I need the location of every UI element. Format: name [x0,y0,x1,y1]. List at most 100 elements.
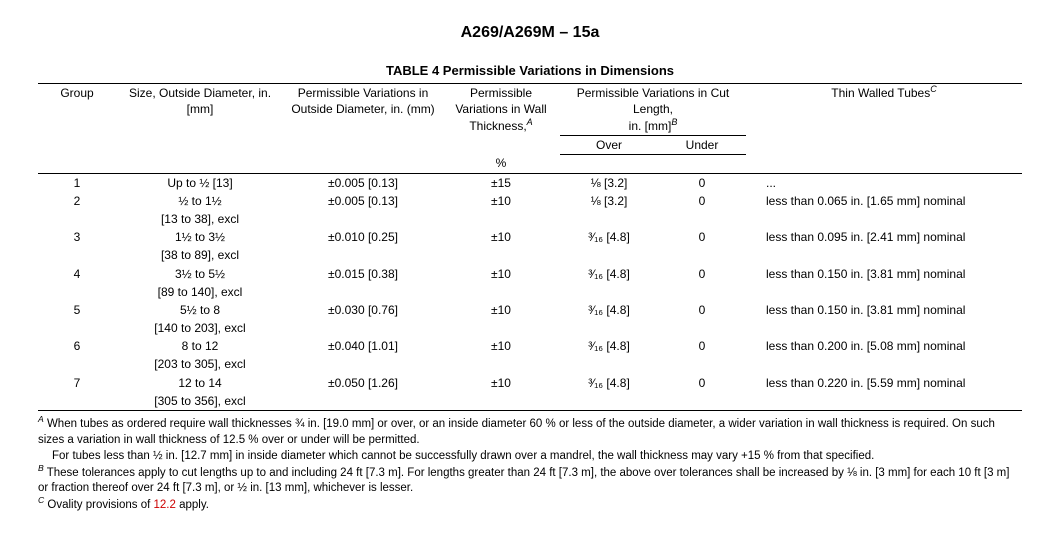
dimensions-table: Group Size, Outside Diameter, in. [mm] P… [38,83,1022,411]
col-header-cut-line2: Length, [633,102,673,116]
cell-over: ³⁄₁₆ [4.8] [560,374,658,392]
cell-empty [560,355,658,373]
cell-group: 6 [38,337,116,355]
cell-od: ±0.050 [1.26] [284,374,442,392]
document-title: A269/A269M – 15a [38,22,1022,44]
cell-over: ³⁄₁₆ [4.8] [560,337,658,355]
cell-empty [746,283,1022,301]
footnote-c: C Ovality provisions of 12.2 apply. [38,498,1022,514]
cell-empty [38,246,116,264]
footnote-b: B These tolerances apply to cut lengths … [38,466,1022,497]
cell-empty [746,319,1022,337]
cell-od: ±0.005 [0.13] [284,173,442,192]
col-header-thin-text: Thin Walled Tubes [831,86,930,100]
col-header-cut-sup: B [671,117,677,127]
cell-empty [658,355,746,373]
cell-size-main: 5½ to 8 [116,301,284,319]
cell-empty [746,355,1022,373]
table-body: 1Up to ½ [13]±0.005 [0.13]±15⅛ [3.2]0...… [38,173,1022,410]
cell-wall: ±10 [442,192,560,210]
cell-size-sub: [203 to 305], excl [116,355,284,373]
cell-empty [38,392,116,411]
col-header-wall-line1: Permissible Variations in Wall [455,86,546,116]
footnote-a: A When tubes as ordered require wall thi… [38,417,1022,448]
col-header-size: Size, Outside Diameter, in. [mm] [116,84,284,173]
col-header-cut-line1: Permissible Variations in Cut [577,86,730,100]
cell-empty [560,210,658,228]
cell-empty [442,392,560,411]
cell-under: 0 [658,337,746,355]
col-header-wall-unit: % [442,154,560,173]
cell-size-main: 1½ to 3½ [116,228,284,246]
cell-group: 7 [38,374,116,392]
cell-od: ±0.040 [1.01] [284,337,442,355]
cell-empty [560,283,658,301]
col-subheader-under: Under [658,135,746,154]
cell-empty [38,283,116,301]
cell-wall: ±15 [442,173,560,192]
cell-wall: ±10 [442,301,560,319]
table-row: 712 to 14±0.050 [1.26]±10³⁄₁₆ [4.8]0less… [38,374,1022,392]
cell-empty [284,210,442,228]
cell-empty [284,355,442,373]
cell-size-main: 12 to 14 [116,374,284,392]
cell-empty [442,319,560,337]
cell-empty [658,246,746,264]
col-header-wall: Permissible Variations in Wall Thickness… [442,84,560,155]
cell-over: ³⁄₁₆ [4.8] [560,265,658,283]
cell-empty [284,392,442,411]
cell-group: 1 [38,173,116,192]
cell-empty [38,319,116,337]
cell-size-sub: [89 to 140], excl [116,283,284,301]
cell-group: 3 [38,228,116,246]
cell-over: ⅛ [3.2] [560,192,658,210]
page: A269/A269M – 15a TABLE 4 Permissible Var… [0,0,1060,544]
cell-od: ±0.010 [0.25] [284,228,442,246]
table-row: 68 to 12±0.040 [1.01]±10³⁄₁₆ [4.8]0less … [38,337,1022,355]
footnote-b-text: These tolerances apply to cut lengths up… [38,467,1009,495]
table-row-sub: [13 to 38], excl [38,210,1022,228]
table-row: 55½ to 8±0.030 [0.76]±10³⁄₁₆ [4.8]0less … [38,301,1022,319]
cell-thin: less than 0.220 in. [5.59 mm] nominal [746,374,1022,392]
table-row-sub: [38 to 89], excl [38,246,1022,264]
col-header-cut-line3: in. [mm] [629,119,672,133]
cell-empty [284,283,442,301]
cell-od: ±0.015 [0.38] [284,265,442,283]
cell-empty [38,210,116,228]
table-row-sub: [305 to 356], excl [38,392,1022,411]
cell-group: 5 [38,301,116,319]
cell-wall: ±10 [442,374,560,392]
cell-size-main: 3½ to 5½ [116,265,284,283]
cell-empty [746,246,1022,264]
cell-under: 0 [658,265,746,283]
cell-empty [442,355,560,373]
cell-empty [658,210,746,228]
footnotes: A When tubes as ordered require wall thi… [38,417,1022,513]
cell-empty [560,392,658,411]
table-row: 31½ to 3½±0.010 [0.25]±10³⁄₁₆ [4.8]0less… [38,228,1022,246]
table-row-sub: [89 to 140], excl [38,283,1022,301]
cell-wall: ±10 [442,337,560,355]
cell-thin: less than 0.200 in. [5.08 mm] nominal [746,337,1022,355]
table-row: 2½ to 1½±0.005 [0.13]±10⅛ [3.2]0less tha… [38,192,1022,210]
cell-empty [560,246,658,264]
cell-size-sub: [13 to 38], excl [116,210,284,228]
col-subheader-over: Over [560,135,658,154]
cell-under: 0 [658,301,746,319]
footnote-c-post: apply. [176,499,209,511]
footnote-a2: For tubes less than ½ in. [12.7 mm] in i… [38,449,1022,465]
cell-size-sub: [140 to 203], excl [116,319,284,337]
cell-size-main: 8 to 12 [116,337,284,355]
cell-size-main: ½ to 1½ [116,192,284,210]
cell-thin: less than 0.065 in. [1.65 mm] nominal [746,192,1022,210]
cell-wall: ±10 [442,265,560,283]
cell-over: ³⁄₁₆ [4.8] [560,228,658,246]
cell-empty [746,210,1022,228]
table-caption: TABLE 4 Permissible Variations in Dimens… [38,62,1022,80]
col-header-cut: Permissible Variations in Cut Length, in… [560,84,746,136]
cell-empty [284,319,442,337]
footnote-c-link[interactable]: 12.2 [154,499,176,511]
cell-over: ³⁄₁₆ [4.8] [560,301,658,319]
col-header-od: Permissible Variations in Outside Diamet… [284,84,442,173]
cell-thin: less than 0.150 in. [3.81 mm] nominal [746,265,1022,283]
